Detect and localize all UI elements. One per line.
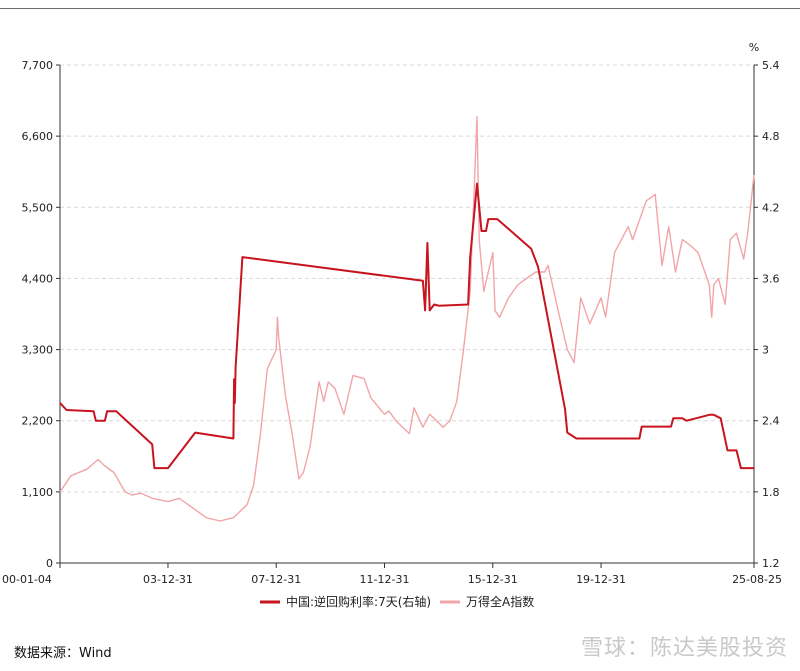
- right-axis-tick-label: 5.4: [762, 59, 780, 72]
- dual-axis-line-chart: 0 1,100 2,200 3,300 4,400 5,500 6,600 7,700 1.2 1…: [2, 41, 782, 609]
- right-axis-tick-label: 4.8: [762, 130, 780, 143]
- right-axis-tick-label: 1.2: [762, 557, 780, 570]
- left-axis-tick-label: 6,600: [22, 130, 54, 143]
- x-axis-tick-label: 07-12-31: [251, 573, 301, 586]
- watermark: 雪球：陈达美股投资: [580, 636, 788, 661]
- x-axis-tick-label: 25-08-25: [732, 573, 782, 586]
- x-axis-tick-label: 15-12-31: [468, 573, 518, 586]
- series-line-index: [59, 115, 755, 522]
- left-axis-tick-label: 4,400: [22, 272, 54, 285]
- x-axis-tick-label: 00-01-04: [2, 573, 52, 586]
- legend-label-index: 万得全A指数: [466, 594, 534, 609]
- left-axis-tick-label: 2,200: [22, 415, 54, 428]
- right-axis-tick-label: 4.2: [762, 201, 780, 214]
- right-axis-unit: %: [749, 41, 759, 54]
- right-axis-tick-label: 1.8: [762, 486, 780, 499]
- series-line-rate: [59, 182, 754, 470]
- left-axis-tick-label: 0: [46, 557, 53, 570]
- x-axis-tick-label: 11-12-31: [360, 573, 410, 586]
- right-axis-tick-label: 3: [762, 344, 769, 357]
- left-axis-tick-label: 3,300: [22, 344, 54, 357]
- x-axis-tick-label: 03-12-31: [143, 573, 193, 586]
- top-rule: [0, 8, 800, 9]
- x-axis-tick-label: 19-12-31: [576, 573, 626, 586]
- left-axis-tick-label: 1,100: [22, 486, 54, 499]
- source-note: 数据来源：Wind: [14, 646, 112, 661]
- left-axis-tick-label: 5,500: [22, 201, 54, 214]
- right-axis-tick-label: 2.4: [762, 415, 780, 428]
- right-axis-tick-label: 3.6: [762, 272, 780, 285]
- legend-label-rate: 中国:逆回购利率:7天(右轴): [286, 594, 431, 609]
- left-axis-tick-label: 7,700: [22, 59, 54, 72]
